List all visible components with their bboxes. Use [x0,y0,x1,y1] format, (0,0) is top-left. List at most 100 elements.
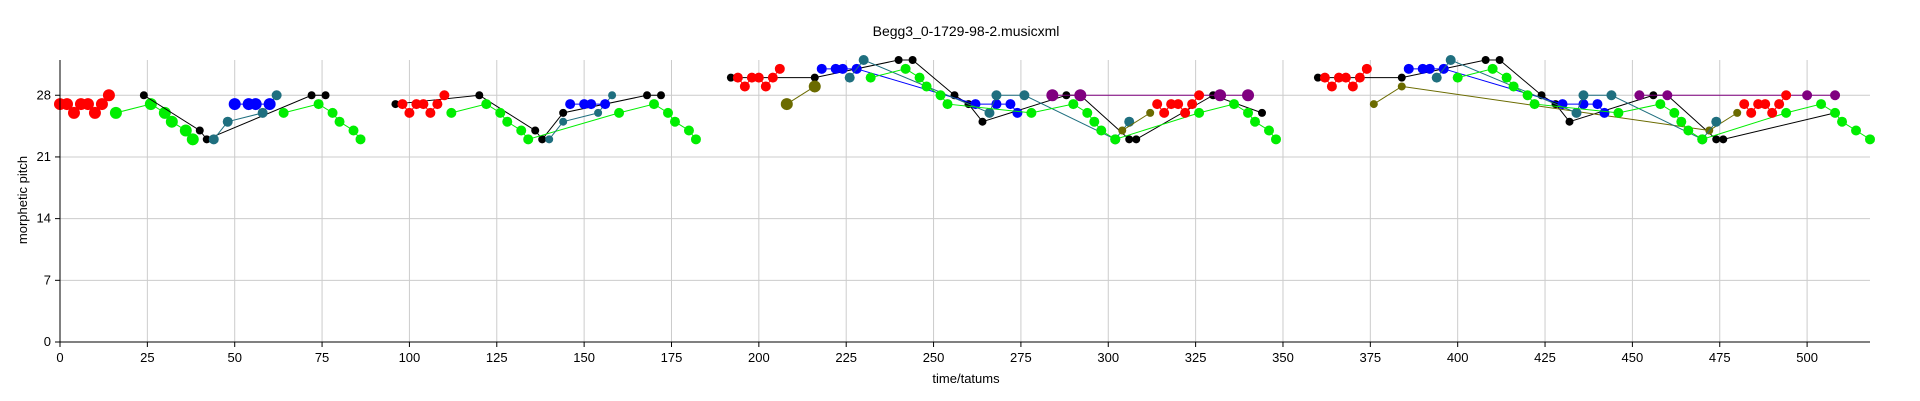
y-tick-label: 7 [44,272,51,287]
data-point [523,134,534,145]
data-point [1124,116,1135,127]
series-purple [1046,89,1255,102]
data-point [1347,81,1358,92]
data-point [683,125,694,136]
data-point [1417,63,1428,74]
data-point [404,107,415,118]
data-point [1012,107,1023,118]
data-point [109,106,122,119]
data-point [559,117,568,126]
data-point [1026,107,1037,118]
data-point [1132,135,1141,144]
x-axis-ticks: 0 25 50 75 100 125 150 175 200 225 250 275 300 325 350… [56,342,1818,365]
data-point [921,81,932,92]
data-point [1606,90,1617,101]
data-point [669,116,680,127]
data-point [1354,72,1365,83]
data-point [1495,56,1504,64]
series-red [1739,90,1792,118]
data-point [1816,99,1827,110]
plot-area [54,55,1875,146]
data-point [1361,63,1372,74]
x-tick-label: 425 [1534,350,1556,365]
data-point [1445,55,1456,65]
series-line [1121,112,1151,131]
x-tick-label: 225 [835,350,857,365]
data-point [1599,107,1610,118]
data-point [1403,63,1414,74]
x-tick-label: 75 [315,350,329,365]
data-point [1802,90,1813,101]
data-point [1242,89,1255,102]
data-point [935,90,946,101]
series-green [278,99,366,145]
data-point [271,90,282,101]
x-tick-label: 400 [1447,350,1469,365]
data-point [810,73,819,82]
data-point [102,89,115,102]
data-point [81,98,94,111]
data-point [816,63,827,74]
series-green [865,63,1281,145]
data-point [1733,108,1742,117]
series-green [446,99,701,145]
data-point [1753,99,1764,110]
data-point [1669,107,1680,118]
series-red [397,90,450,118]
data-point [446,107,457,118]
data-point [1319,72,1330,83]
data-point [1187,99,1198,110]
data-point [662,107,673,118]
x-tick-label: 0 [56,350,63,365]
data-point [1719,135,1728,144]
series-green [1452,63,1875,145]
data-point [1529,99,1540,110]
data-point [391,100,400,109]
series-green [109,98,199,146]
x-tick-label: 100 [399,350,421,365]
series-olive [780,80,821,111]
x-tick-label: 175 [661,350,683,365]
data-point [334,116,345,127]
data-point [1781,90,1792,101]
series-teal [545,91,617,144]
data-point [1243,107,1254,118]
data-point [1258,108,1267,117]
series-line [1373,85,1738,132]
data-point [559,108,568,117]
data-point [643,91,652,100]
data-point [760,81,771,92]
data-point [1397,82,1406,91]
data-point [531,126,540,135]
data-point [475,91,484,100]
x-tick-label: 50 [227,350,241,365]
data-point [690,134,701,145]
data-point [60,98,73,111]
data-point [767,72,778,83]
data-point [1655,99,1666,110]
data-point [195,126,204,135]
y-axis-label: morphetic pitch [15,156,30,244]
x-tick-label: 450 [1622,350,1644,365]
y-tick-label: 0 [44,334,51,349]
data-point [1333,72,1344,83]
data-point [1194,90,1205,101]
data-point [1159,107,1170,118]
data-point [1089,116,1100,127]
chart-title: Begg3_0-1729-98-2.musicxml [873,23,1060,39]
x-tick-label: 250 [923,350,945,365]
data-point [67,106,80,119]
data-point [1180,107,1191,118]
data-point [1068,99,1079,110]
data-point [1452,72,1463,83]
data-point [1019,90,1030,101]
data-point [1760,99,1771,110]
data-point [321,91,330,100]
data-point [1781,107,1792,118]
data-point [88,106,101,119]
data-point [249,98,262,111]
data-point [991,90,1002,101]
x-tick-label: 325 [1185,350,1207,365]
data-point [1263,125,1274,136]
x-tick-label: 150 [573,350,595,365]
